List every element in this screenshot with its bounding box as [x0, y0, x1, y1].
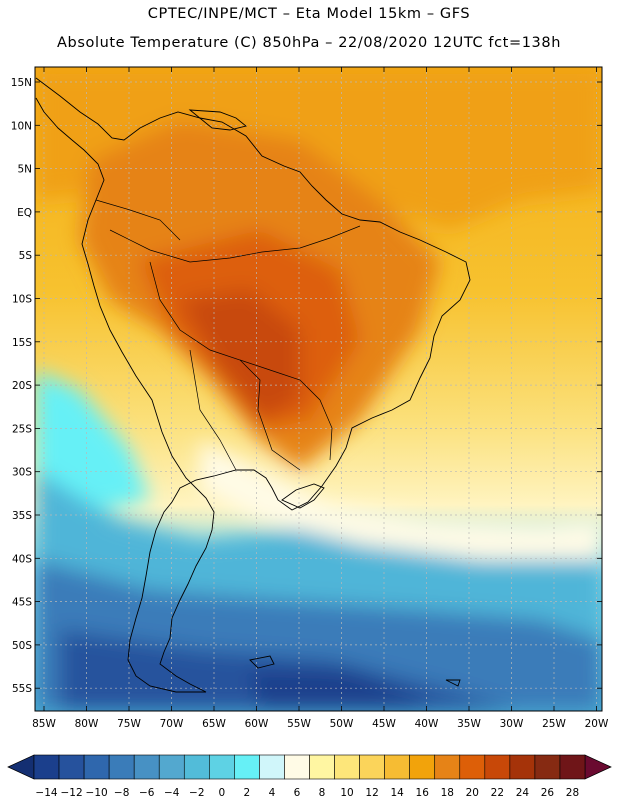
colorbar-cell	[209, 754, 235, 780]
latitude-labels: 15N 10N 5N EQ 5S 10S 15S 20S 25S 30S 35S 40S 45S 50S 5…	[11, 77, 33, 695]
lon-label: 45W	[372, 718, 396, 730]
lon-label: 65W	[202, 718, 226, 730]
colorbar-label: −10	[86, 787, 108, 799]
temperature-field	[35, 67, 602, 711]
colorbar-cell	[459, 754, 486, 780]
colorbar-label: 22	[491, 787, 504, 799]
lon-label: 80W	[75, 718, 99, 730]
colorbar-label: 20	[466, 787, 479, 799]
lat-label: 10S	[12, 294, 32, 306]
lon-label: 30W	[500, 718, 524, 730]
country-borders	[95, 199, 361, 471]
graticule	[35, 67, 602, 711]
colorbar-cell	[534, 754, 561, 780]
lat-label: 50S	[12, 640, 32, 652]
lon-label: 20W	[585, 718, 609, 730]
colorbar: −14 −12 −10 −8 −6 −4 −2 0 2 4 6 8 10 12 14 16 18 20 22 24 26…	[7, 754, 612, 799]
lon-label: 60W	[245, 718, 269, 730]
colorbar-cell	[259, 754, 285, 780]
colorbar-label: 24	[516, 787, 530, 799]
lat-label: 35S	[12, 510, 32, 522]
colorbar-cell	[509, 754, 536, 780]
lon-label: 50W	[330, 718, 354, 730]
colorbar-cell	[334, 754, 360, 780]
colorbar-cell	[409, 754, 436, 780]
map-frame	[34, 66, 603, 712]
colorbar-cell	[108, 754, 135, 780]
coastlines	[35, 77, 471, 693]
lon-label: 75W	[117, 718, 141, 730]
colorbar-cell	[83, 754, 110, 780]
colorbar-label: 10	[340, 787, 353, 799]
colorbar-cell	[234, 754, 260, 780]
colorbar-cell	[158, 754, 185, 780]
lat-label: 10N	[11, 120, 32, 132]
lon-label: 35W	[457, 718, 481, 730]
colorbar-label: 8	[319, 787, 326, 799]
longitude-labels: 85W 80W 75W 70W 65W 60W 55W 50W 45W 40W 35W 30W 25W 2…	[32, 718, 609, 730]
chart-subtitle: Absolute Temperature (C) 850hPa – 22/08/…	[57, 35, 561, 51]
colorbar-max-arrow	[584, 754, 612, 780]
lat-label: 15S	[12, 337, 32, 349]
colorbar-label: −2	[189, 787, 204, 799]
colorbar-label: 26	[541, 787, 555, 799]
colorbar-min-arrow	[7, 754, 35, 780]
colorbar-cell	[133, 754, 160, 780]
lat-label: 15N	[11, 77, 32, 89]
colorbar-cell	[359, 754, 385, 780]
colorbar-cell	[434, 754, 461, 780]
lon-label: 70W	[160, 718, 184, 730]
colorbar-cell	[484, 754, 511, 780]
colorbar-cell	[58, 754, 85, 780]
colorbar-label: 16	[416, 787, 430, 799]
colorbar-label: −6	[139, 787, 155, 799]
lat-label: 45S	[12, 597, 32, 609]
axis-ticks	[35, 67, 602, 711]
colorbar-label: 14	[390, 787, 404, 799]
lat-label: 40S	[12, 553, 32, 565]
colorbar-label: −14	[35, 787, 57, 799]
colorbar-cell	[33, 754, 60, 780]
colorbar-cell	[384, 754, 410, 780]
chart-title: CPTEC/INPE/MCT – Eta Model 15km – GFS	[147, 6, 471, 22]
colorbar-label: −12	[60, 787, 82, 799]
lon-label: 85W	[32, 718, 56, 730]
lat-label: 30S	[12, 467, 32, 479]
lon-label: 25W	[542, 718, 566, 730]
colorbar-cell	[559, 754, 586, 780]
lon-label: 55W	[287, 718, 311, 730]
colorbar-label: −8	[114, 787, 129, 799]
lat-label: 55S	[12, 683, 32, 695]
colorbar-label: 18	[441, 787, 454, 799]
lat-label: 5N	[17, 164, 32, 176]
lat-label: 25S	[12, 423, 32, 435]
colorbar-label: 28	[566, 787, 579, 799]
lat-label: EQ	[17, 207, 32, 219]
colorbar-label: −4	[164, 787, 180, 799]
colorbar-cell	[309, 754, 335, 780]
colorbar-cell	[284, 754, 310, 780]
colorbar-label: 4	[269, 787, 276, 799]
colorbar-label: 12	[365, 787, 378, 799]
colorbar-cell	[183, 754, 210, 780]
lon-label: 40W	[415, 718, 439, 730]
lat-label: 5S	[19, 250, 33, 262]
colorbar-label: 2	[244, 787, 251, 799]
lat-label: 20S	[12, 380, 32, 392]
colorbar-label: 6	[294, 787, 301, 799]
colorbar-label: 0	[218, 787, 225, 799]
